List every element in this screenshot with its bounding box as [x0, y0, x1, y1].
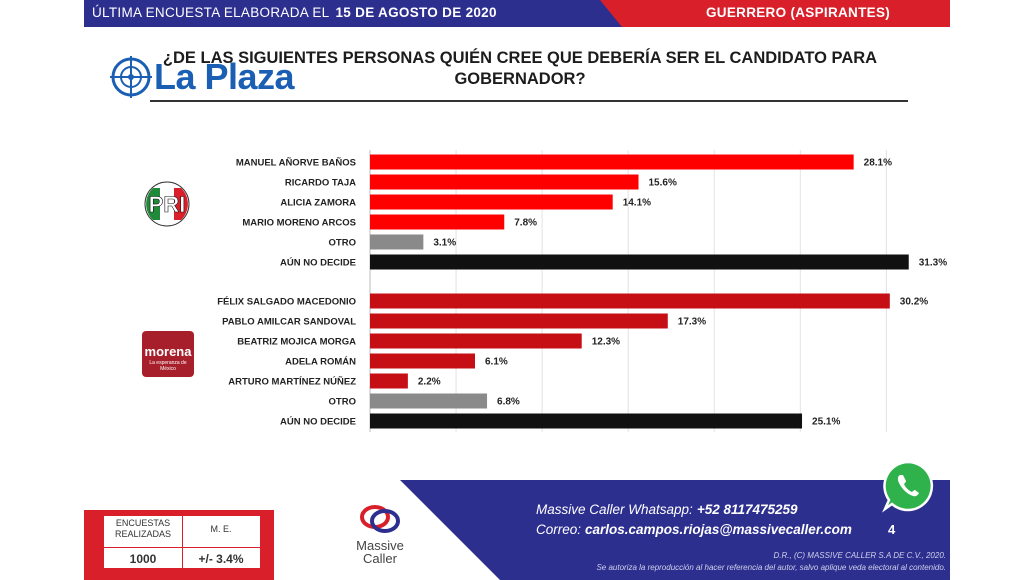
header-banner-left — [84, 0, 624, 27]
category-label: ADELA ROMÁN — [285, 357, 356, 368]
bar — [370, 194, 613, 210]
bar — [370, 313, 668, 329]
category-label: MARIO MORENO ARCOS — [242, 218, 356, 229]
speech-bubbles-icon — [360, 505, 400, 533]
footer-notice: Se autoriza la reproducción al hacer ref… — [596, 563, 946, 572]
bar — [370, 333, 582, 349]
stats-header-surveys: ENCUESTAS REALIZADAS — [114, 518, 172, 539]
category-label: RICARDO TAJA — [285, 178, 356, 189]
footer-email: Correo: carlos.campos.riojas@massivecalle… — [536, 522, 852, 537]
question-title: ¿DE LAS SIGUIENTES PERSONAS QUIÉN CREE Q… — [162, 49, 878, 88]
laplaza-text: La Plaza — [154, 56, 295, 97]
data-label: 17.3% — [678, 317, 706, 328]
title-divider — [150, 100, 908, 102]
data-label: 7.8% — [514, 218, 537, 229]
data-label: 31.3% — [919, 258, 947, 269]
category-label: AÚN NO DECIDE — [280, 416, 356, 428]
header-banner-right — [600, 0, 950, 27]
stats-value-margin: +/- 3.4% — [198, 552, 244, 566]
whatsapp-icon — [881, 460, 934, 513]
footer-banner-blue — [400, 480, 950, 580]
bar — [370, 174, 639, 190]
category-label: MANUEL AÑORVE BAÑOS — [236, 158, 356, 169]
category-label: AÚN NO DECIDE — [280, 257, 356, 269]
svg-text:PRI: PRI — [149, 192, 186, 217]
stats-divider-h — [104, 547, 260, 548]
compass-icon — [110, 56, 152, 98]
data-label: 28.1% — [864, 158, 892, 169]
stats-value-surveys: 1000 — [129, 552, 157, 566]
category-label: OTRO — [329, 397, 356, 408]
bar — [370, 293, 890, 309]
data-label: 14.1% — [623, 198, 651, 209]
brand-name-1: Massive — [356, 538, 404, 553]
bar — [370, 254, 909, 270]
category-label: FÉLIX SALGADO MACEDONIO — [217, 297, 356, 308]
data-label: 30.2% — [900, 297, 928, 308]
data-label: 12.3% — [592, 337, 620, 348]
header-region: GUERRERO (ASPIRANTES) — [706, 5, 891, 20]
brand-name-2: Caller — [363, 551, 397, 566]
category-label: ALICIA ZAMORA — [280, 198, 356, 209]
bar — [370, 353, 475, 369]
laplaza-watermark: La Plaza — [110, 56, 295, 98]
page-number: 4 — [888, 522, 896, 537]
header-survey-date: ÚLTIMA ENCUESTA ELABORADA EL 15 DE AGOSTO… — [92, 5, 497, 20]
stats-divider-v — [182, 516, 183, 568]
footer-whatsapp: Massive Caller Whatsapp: +52 8117475259 — [536, 502, 798, 517]
bar — [370, 154, 854, 170]
morena-logo: morena La esperanza de México — [142, 331, 194, 377]
category-label: PABLO AMILCAR SANDOVAL — [222, 317, 356, 328]
bar — [370, 393, 488, 409]
data-label: 25.1% — [812, 417, 840, 428]
bar — [370, 373, 408, 389]
bar — [370, 214, 505, 230]
data-label: 6.8% — [497, 397, 520, 408]
bar — [370, 413, 803, 429]
category-label: ARTURO MARTÍNEZ NÚÑEZ — [228, 376, 356, 388]
morena-logo-text: morena — [144, 344, 192, 359]
category-label: BEATRIZ MOJICA MORGA — [237, 337, 356, 348]
footer-copyright: D.R., (C) MASSIVE CALLER S.A DE C.V., 20… — [773, 551, 947, 560]
massive-caller-logo: Massive Caller — [340, 504, 420, 565]
bar-chart: MANUEL AÑORVE BAÑOS 28.1% RICARDO TAJA 15.6… — [217, 150, 947, 432]
data-label: 6.1% — [485, 357, 508, 368]
pri-logo: PRI — [144, 181, 190, 227]
morena-logo-tagline: La esperanza de México — [149, 360, 187, 372]
stats-header-margin: M. E. — [210, 524, 232, 534]
data-label: 2.2% — [418, 377, 441, 388]
bar — [370, 234, 424, 250]
data-label: 15.6% — [649, 178, 677, 189]
stats-table: ENCUESTAS REALIZADAS M. E. 1000 +/- 3.4% — [104, 516, 260, 568]
data-label: 3.1% — [433, 238, 456, 249]
category-label: OTRO — [329, 238, 356, 249]
